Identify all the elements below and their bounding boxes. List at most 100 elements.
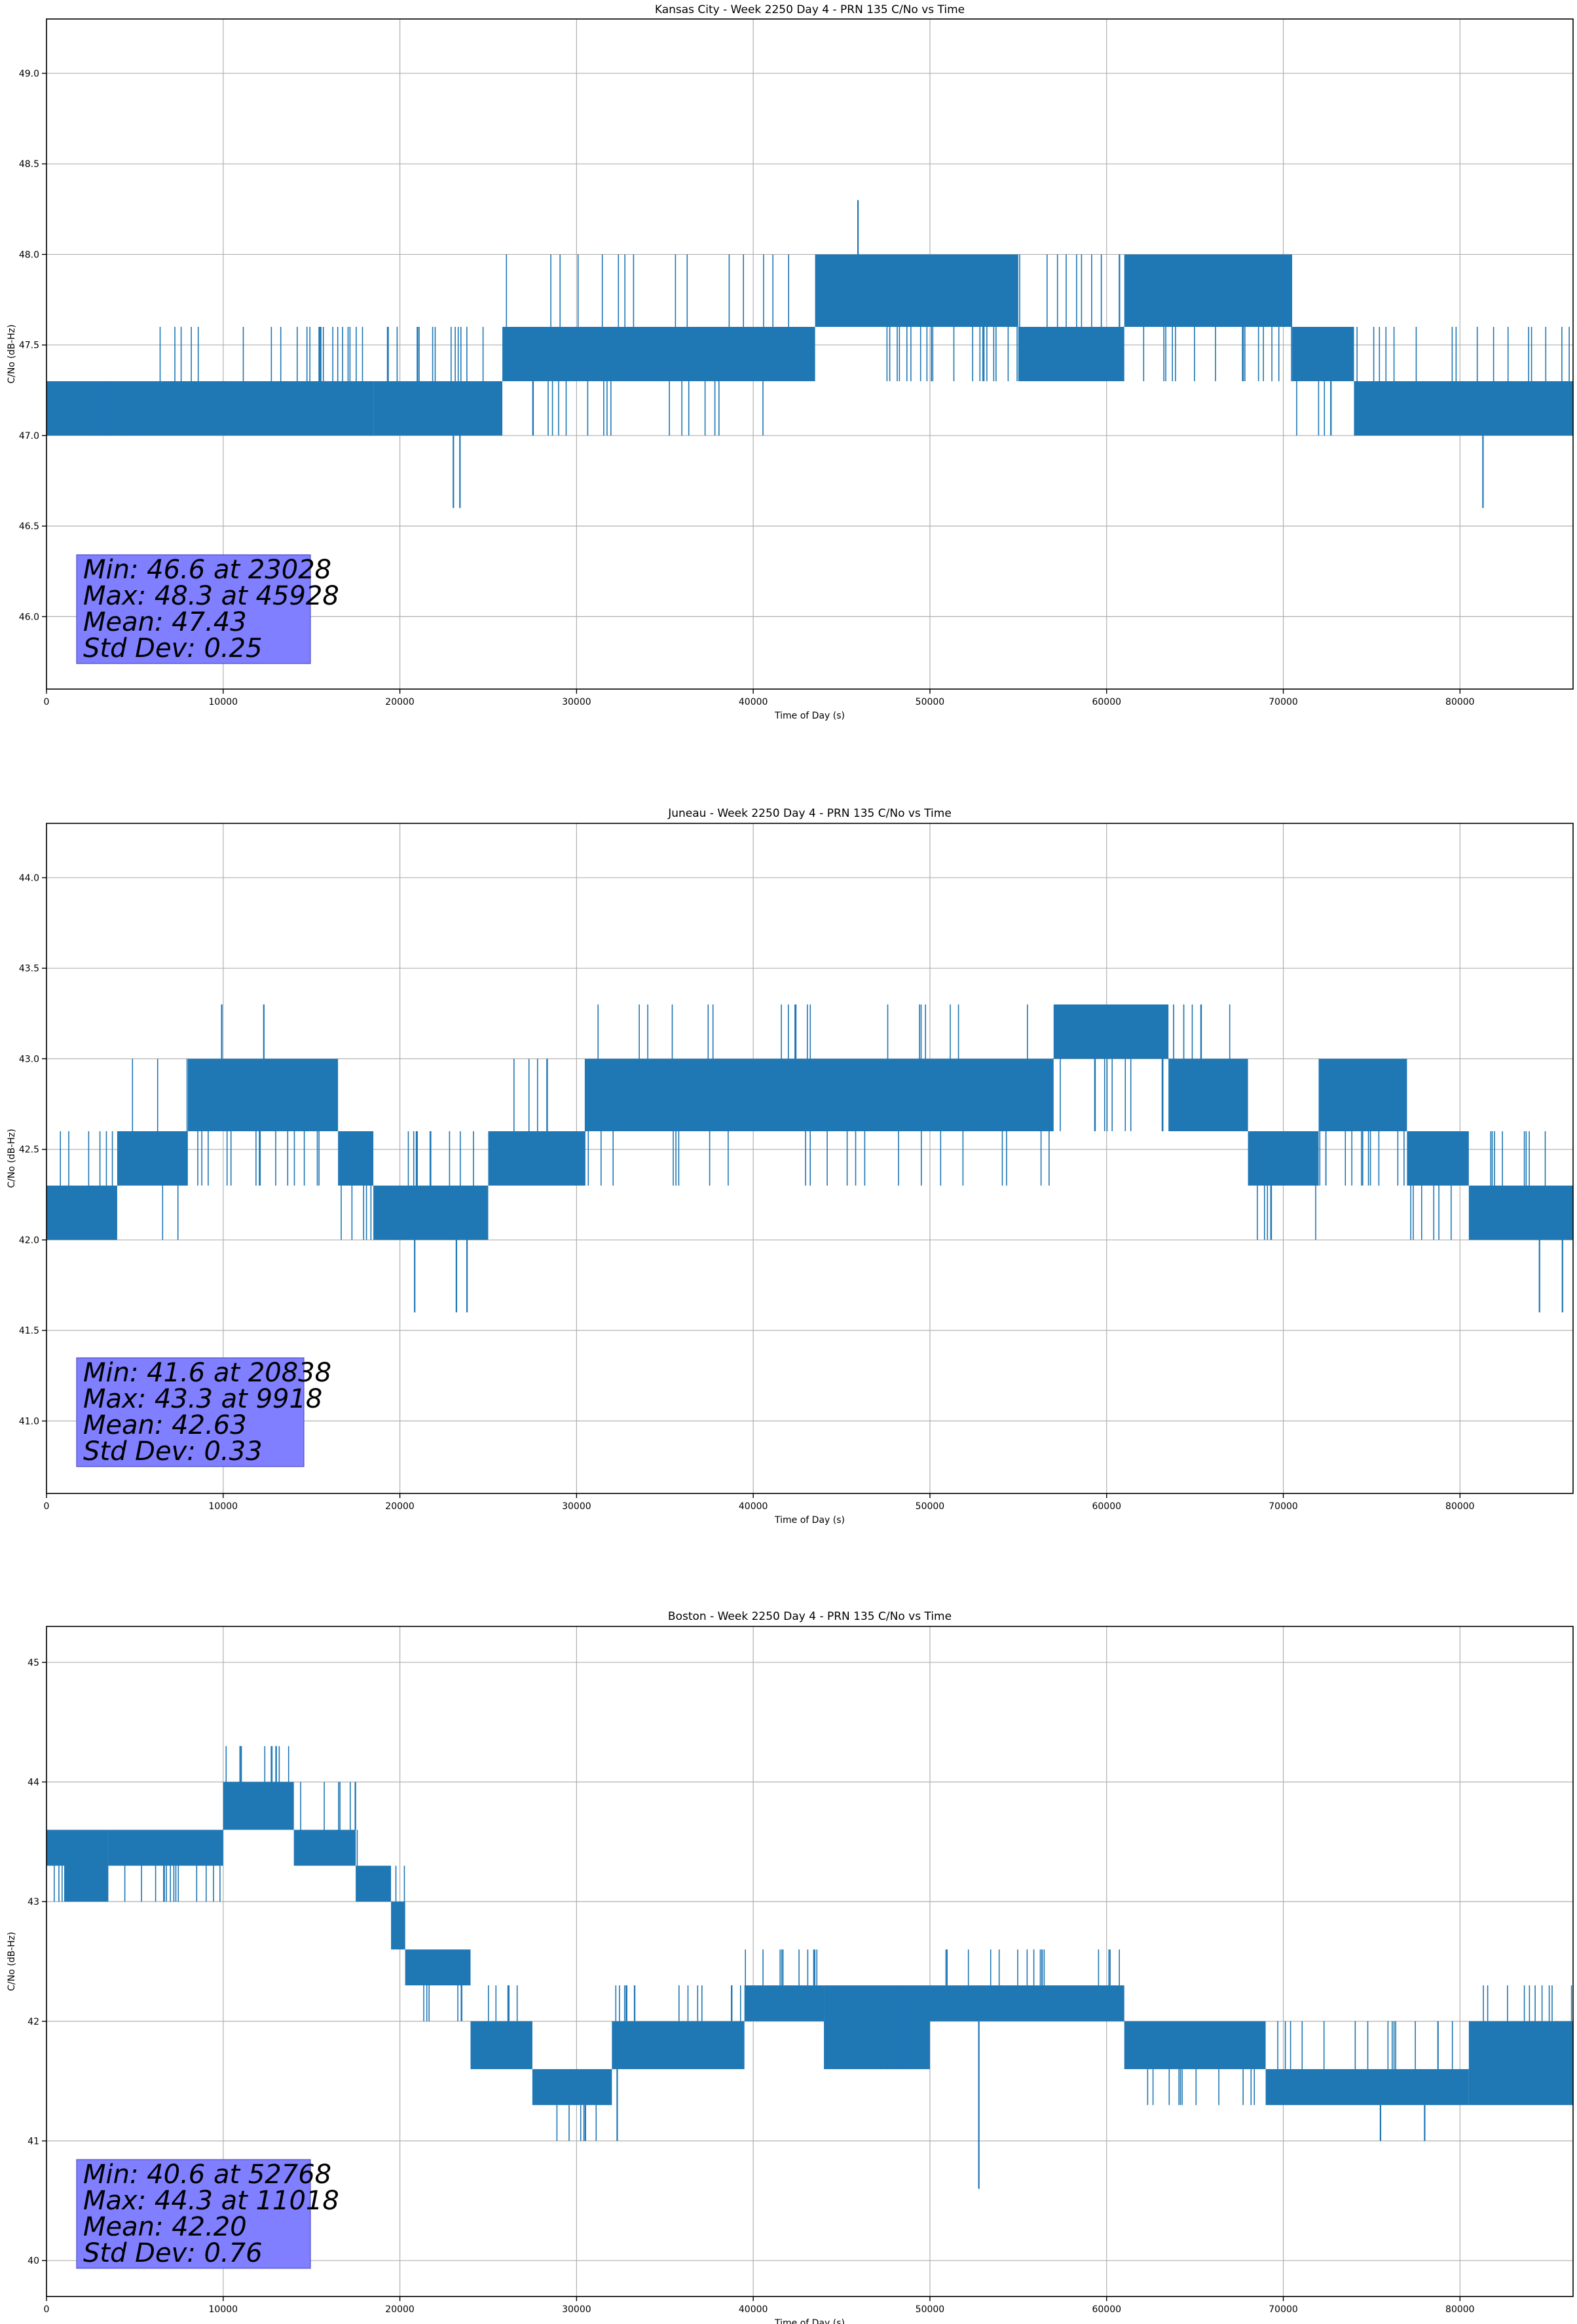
band-spikes <box>300 1782 356 1830</box>
y-tick-label: 44.0 <box>19 873 39 884</box>
x-tick-label: 80000 <box>1445 2304 1475 2315</box>
stats-line: Std Dev: 0.76 <box>83 2238 263 2268</box>
band-segment <box>1124 254 1293 328</box>
stats-box <box>76 2159 311 2269</box>
band-segment <box>1292 327 1354 381</box>
band-spikes <box>395 1865 405 1902</box>
y-tick-label: 42.0 <box>19 1235 39 1246</box>
band-spikes <box>513 1059 586 1131</box>
band-spikes <box>60 1131 113 1186</box>
y-tick-label: 46.0 <box>19 612 39 622</box>
band-segment <box>488 1131 585 1186</box>
x-tick-label: 40000 <box>739 697 768 707</box>
band-spikes <box>1257 1186 1316 1240</box>
x-tick-label: 20000 <box>385 1501 415 1512</box>
x-tick-label: 60000 <box>1092 697 1121 707</box>
y-tick-label: 47.5 <box>19 341 39 351</box>
x-axis-label: Time of Day (s) <box>774 1515 845 1526</box>
y-tick-label: 46.5 <box>19 521 39 532</box>
axes-frame <box>46 823 1574 1494</box>
band-segment <box>1053 1004 1169 1059</box>
band-spikes <box>1060 1059 1164 1131</box>
y-tick-label: 47.0 <box>19 431 39 441</box>
x-axis-label: Time of Day (s) <box>774 2318 845 2324</box>
x-tick-label: 70000 <box>1269 1501 1298 1512</box>
band-spikes <box>341 1186 372 1240</box>
band-spikes <box>587 1004 1050 1186</box>
y-tick-label: 43 <box>28 1897 39 1907</box>
stats-line: Max: 44.3 at 11018 <box>83 2186 339 2216</box>
x-tick-label: 60000 <box>1092 1501 1121 1512</box>
band-segment <box>1248 1131 1319 1186</box>
stats-line: Mean: 42.63 <box>83 1410 247 1440</box>
band-segment <box>46 1829 64 1866</box>
band-spikes <box>488 1985 518 2021</box>
band-segment <box>744 1985 825 2021</box>
band-spikes <box>945 1949 1120 1985</box>
stats-box <box>76 1357 305 1467</box>
band-segment <box>391 1902 405 1950</box>
band-segment <box>293 1829 356 1866</box>
x-tick-label: 80000 <box>1445 697 1475 707</box>
band-spikes <box>745 1949 818 1985</box>
band-spikes <box>824 1985 905 2069</box>
band-spikes <box>506 254 789 436</box>
chart-title: Juneau - Week 2250 Day 4 - PRN 135 C/No … <box>667 807 952 820</box>
band-segment <box>1265 2069 1469 2105</box>
x-tick-label: 50000 <box>916 697 945 707</box>
band-spikes <box>1173 1004 1231 1059</box>
x-tick-label: 30000 <box>562 2304 591 2315</box>
y-tick-label: 49.0 <box>19 69 39 79</box>
x-tick-label: 0 <box>44 1501 50 1512</box>
band-segment <box>356 1865 392 1902</box>
x-tick-label: 20000 <box>385 697 415 707</box>
chart-juneau: 0 10000 20000 30000 40000 50000 60000 70000 8000… <box>7 807 1574 1526</box>
y-tick-label: 45 <box>28 1658 39 1668</box>
band-segment <box>585 1059 1054 1132</box>
band-spikes <box>47 381 129 436</box>
band-segment <box>117 1131 188 1186</box>
x-tick-label: 70000 <box>1269 2304 1298 2315</box>
band-spikes <box>1410 1186 1452 1240</box>
stats-line: Max: 43.3 at 9918 <box>83 1384 322 1414</box>
band-spikes <box>1490 1131 1546 1186</box>
band-spikes <box>1019 254 1121 327</box>
band-segment <box>373 1185 489 1240</box>
band-segment <box>532 2069 612 2105</box>
band-segment <box>612 2021 745 2069</box>
band-spikes <box>1147 2069 1255 2105</box>
x-tick-label: 40000 <box>739 1501 768 1512</box>
band-segment <box>338 1131 374 1186</box>
stats-line: Max: 48.3 at 45928 <box>83 581 339 611</box>
band-segment <box>373 381 503 436</box>
y-tick-label: 41.0 <box>19 1416 39 1427</box>
band-segment <box>502 327 815 381</box>
axes-frame <box>46 18 1574 690</box>
series-prn-135-c-no <box>46 200 1573 508</box>
series-prn-135-c-no <box>46 1004 1573 1313</box>
y-tick-label: 42.5 <box>19 1145 39 1155</box>
band-segment <box>815 254 1018 328</box>
band-spikes <box>423 1985 462 2021</box>
x-tick-label: 10000 <box>209 697 238 707</box>
band-segment <box>1468 2021 1573 2105</box>
x-tick-label: 80000 <box>1445 1501 1475 1512</box>
band-spikes <box>159 327 363 381</box>
chart-kansas-city: 0 10000 20000 30000 40000 50000 60000 70000 8000… <box>7 3 1574 721</box>
stats-line: Min: 41.6 at 20838 <box>83 1358 331 1388</box>
y-tick-label: 42 <box>28 2017 39 2027</box>
y-axis-label: C/No (dB-Hz) <box>7 324 17 383</box>
band-segment <box>1407 1131 1469 1186</box>
band-segment <box>1318 1059 1407 1132</box>
axes-frame <box>46 1626 1574 2297</box>
stats-line: Std Dev: 0.25 <box>83 633 263 664</box>
x-tick-label: 60000 <box>1092 2304 1121 2315</box>
chart-title: Kansas City - Week 2250 Day 4 - PRN 135 … <box>655 3 965 16</box>
stats-line: Std Dev: 0.33 <box>83 1436 263 1467</box>
band-spikes <box>54 1865 63 1902</box>
y-tick-label: 43.0 <box>19 1054 39 1064</box>
